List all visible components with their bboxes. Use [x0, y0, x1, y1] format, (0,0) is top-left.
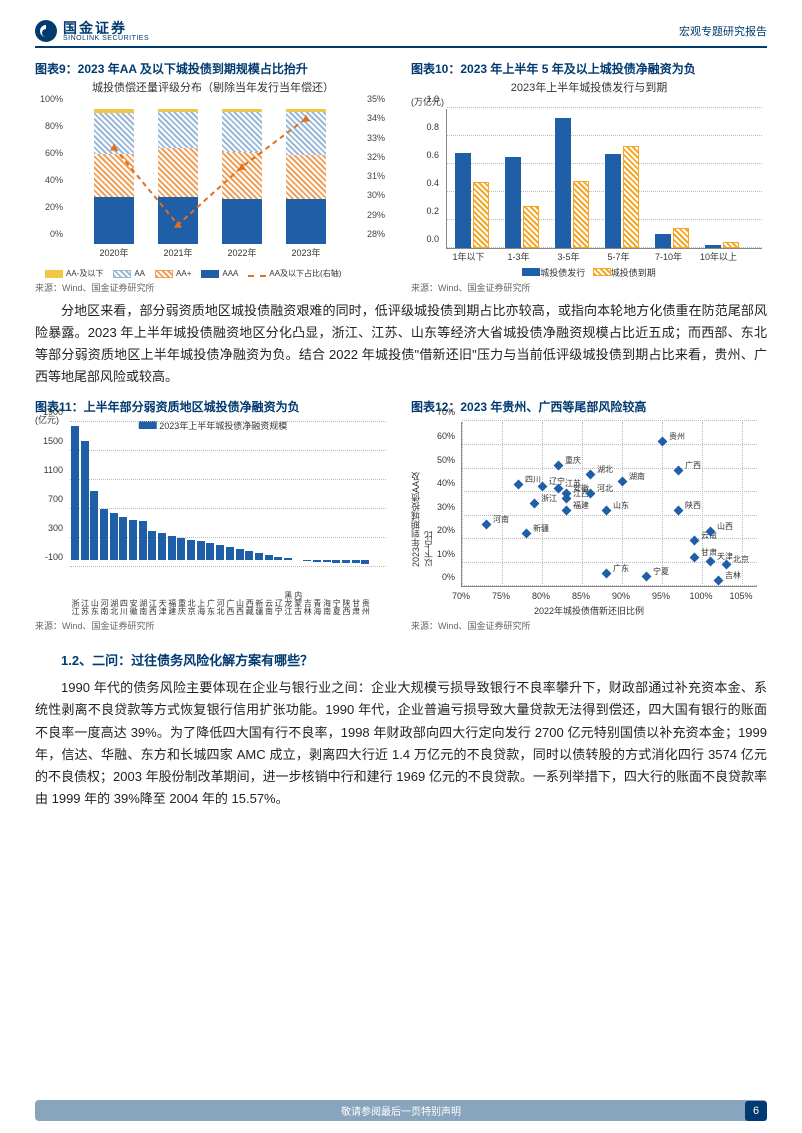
chart9-source: 来源：Wind、国金证券研究所 [35, 281, 391, 294]
chart9-plot: 0%20%40%60%80%100% 28%29%30%31%32%33%34%… [35, 99, 391, 279]
chart10-container: 图表10：2023 年上半年 5 年及以上城投债净融资为负 2023年上半年城投… [411, 60, 767, 294]
page-number: 6 [745, 1101, 767, 1121]
document-title: 宏观专题研究报告 [679, 23, 767, 39]
logo-icon [35, 20, 57, 42]
chart-row-1: 图表9：2023 年AA 及以下城投债到期规模占比抬升 城投债偿还量评级分布（剔… [35, 60, 767, 294]
page-container: 国金证券 SINOLINK SECURITIES 宏观专题研究报告 图表9：20… [0, 0, 802, 850]
page-footer: 敬请参阅最后一页特别声明 [35, 1100, 767, 1121]
chart9-subtitle: 城投债偿还量评级分布（剔除当年发行当年偿还） [35, 79, 391, 95]
chart12-xtitle: 2022年城投债借新还旧比例 [411, 604, 767, 617]
footer-text: 敬请参阅最后一页特别声明 [341, 1103, 461, 1118]
logo-text-cn: 国金证券 [63, 21, 149, 35]
chart11-container: 图表11：上半年部分弱资质地区城投债净融资为负 (亿元) 2023年上半年城投债… [35, 398, 391, 632]
paragraph-2: 1990 年代的债务风险主要体现在企业与银行业之间：企业大规模亏损导致银行不良率… [35, 677, 767, 810]
chart11-source: 来源：Wind、国金证券研究所 [35, 619, 391, 632]
chart12-plot: 2023年到期城投债AA及以下占比 0%10%20%30%40%50%60%70… [411, 417, 767, 617]
chart9-container: 图表9：2023 年AA 及以下城投债到期规模占比抬升 城投债偿还量评级分布（剔… [35, 60, 391, 294]
chart12-container: 图表12：2023 年贵州、广西等尾部风险较高 2023年到期城投债AA及以下占… [411, 398, 767, 632]
logo-text-en: SINOLINK SECURITIES [63, 35, 149, 42]
chart9-title: 图表9：2023 年AA 及以下城投债到期规模占比抬升 [35, 60, 391, 77]
chart10-plot: (万亿元) 0.00.20.40.60.81.0 城投债发行 城投债到期 1年以… [411, 99, 767, 279]
chart10-source: 来源：Wind、国金证券研究所 [411, 281, 767, 294]
page-header: 国金证券 SINOLINK SECURITIES 宏观专题研究报告 [35, 20, 767, 48]
chart11-plot: (亿元) 2023年上半年城投债净融资规模 -10030070011001500… [35, 417, 391, 617]
chart12-source: 来源：Wind、国金证券研究所 [411, 619, 767, 632]
logo: 国金证券 SINOLINK SECURITIES [35, 20, 149, 42]
section-title: 1.2、二问：过往债务风险化解方案有哪些？ [35, 650, 767, 669]
chart11-title: 图表11：上半年部分弱资质地区城投债净融资为负 [35, 398, 391, 415]
chart-row-2: 图表11：上半年部分弱资质地区城投债净融资为负 (亿元) 2023年上半年城投债… [35, 398, 767, 632]
paragraph-1: 分地区来看，部分弱资质地区城投债融资艰难的同时，低评级城投债到期占比亦较高，或指… [35, 300, 767, 388]
chart10-title: 图表10：2023 年上半年 5 年及以上城投债净融资为负 [411, 60, 767, 77]
chart12-title: 图表12：2023 年贵州、广西等尾部风险较高 [411, 398, 767, 415]
chart10-subtitle: 2023年上半年城投债发行与到期 [411, 79, 767, 95]
